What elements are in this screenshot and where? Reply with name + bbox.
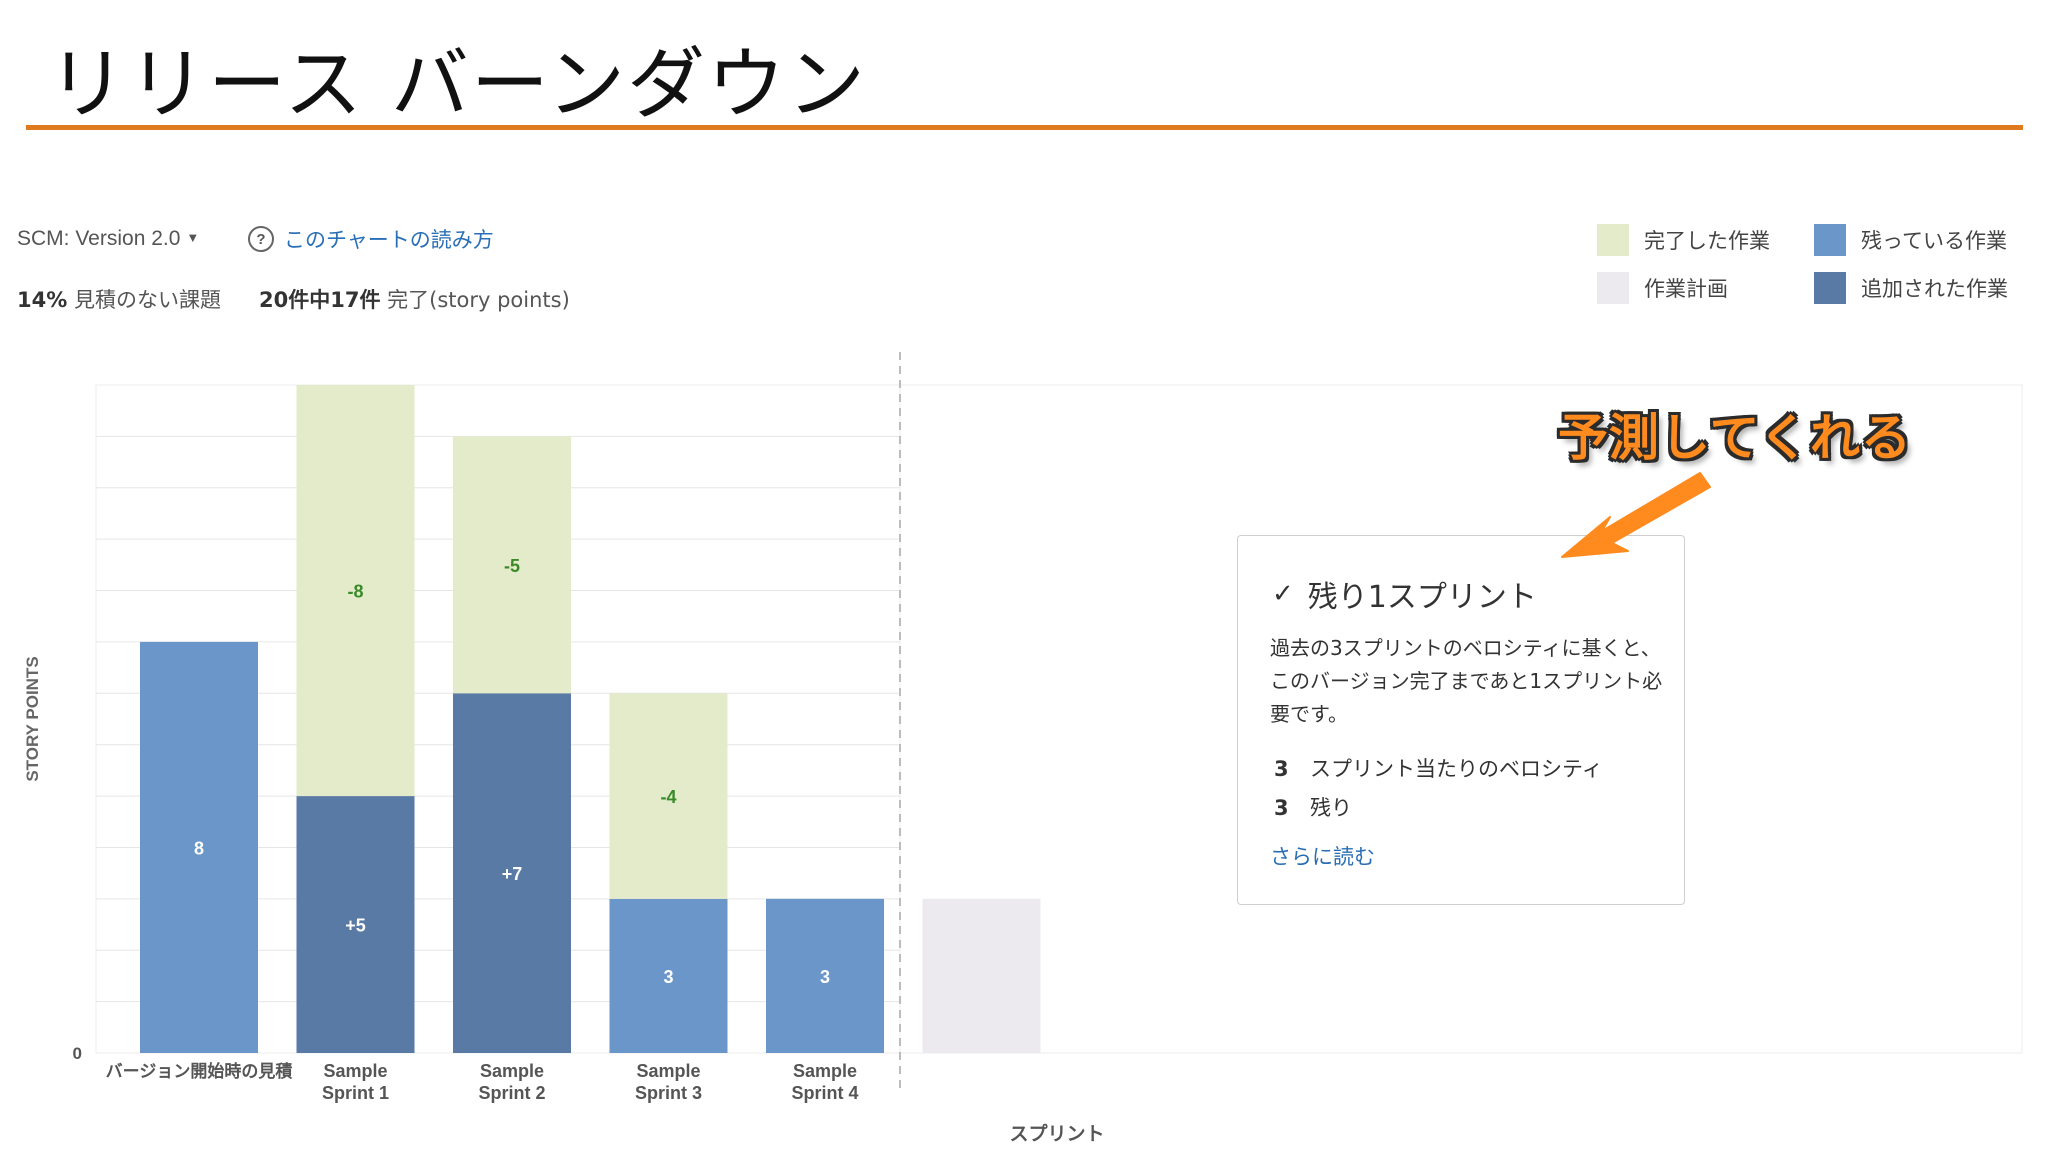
- unestimated-label: 見積のない課題: [73, 288, 221, 312]
- help-icon: ?: [248, 226, 274, 252]
- legend-swatch-completed: [1597, 224, 1629, 256]
- forecast-description: 過去の3スプリントのベロシティに基くと、このバージョン完了まであと1スプリント必…: [1270, 636, 1663, 726]
- velocity-label: スプリント当たりのベロシティ: [1310, 757, 1603, 781]
- legend-swatch-remaining: [1814, 224, 1846, 256]
- version-dropdown[interactable]: SCM: Version 2.0 ▼: [17, 227, 199, 251]
- legend-label-completed: 完了した作業: [1644, 229, 1770, 253]
- burndown-chart: 0 STORY POINTS スプリント 8 バージョン開始時の見積 +5 -8 Sample…: [0, 340, 2048, 1156]
- x-tick-label: Sample: [323, 1061, 387, 1081]
- forecast-panel: ✓ 残り1スプリント 過去の3スプリントのベロシティに基くと、このバージョン完了…: [1237, 535, 1685, 905]
- legend-remaining: 残っている作業: [1814, 224, 2007, 256]
- bar-added: [453, 693, 571, 1053]
- bar-completed: [609, 693, 728, 899]
- forecast-title-text: 残り1スプリント: [1307, 580, 1537, 615]
- y-axis-label: STORY POINTS: [23, 656, 42, 781]
- bar-completed: [453, 436, 571, 694]
- burndown-chart-svg: 0 STORY POINTS スプリント 8 バージョン開始時の見積 +5 -8 Sample…: [23, 352, 2023, 1145]
- bar-remaining: [609, 898, 728, 1053]
- x-tick-label: Sprint 2: [478, 1083, 545, 1103]
- legend-label-added: 追加された作業: [1861, 277, 2008, 301]
- bar-remaining: [766, 898, 884, 1053]
- data-label: +5: [345, 916, 366, 936]
- forecast-title: ✓ 残り1スプリント: [1272, 572, 1537, 616]
- chevron-down-icon: ▼: [186, 230, 200, 245]
- velocity-value: 3: [1274, 757, 1289, 781]
- data-label: -5: [504, 556, 520, 576]
- read-more-link[interactable]: さらに読む: [1270, 845, 1375, 869]
- y-tick-label: 0: [73, 1044, 82, 1063]
- completed-label: 完了(story points): [387, 288, 570, 312]
- chart-help-label: このチャートの読み方: [284, 228, 494, 252]
- slide-title: リリース バーンダウン: [48, 40, 867, 130]
- data-label: 3: [820, 967, 830, 987]
- completed-stat: 20件中17件 完了(story points): [259, 284, 570, 314]
- check-icon: ✓: [1272, 579, 1294, 609]
- bar-completed: [296, 385, 415, 797]
- data-label: +7: [502, 864, 523, 884]
- bar-planned: [922, 898, 1041, 1053]
- bar-remaining: [140, 641, 258, 1053]
- unestimated-pct: 14%: [17, 288, 68, 312]
- remaining-stat: 3 残り: [1274, 792, 1352, 822]
- x-tick-label: Sample: [793, 1061, 857, 1081]
- bar-added: [296, 796, 415, 1053]
- completed-count: 20件中17件: [259, 288, 381, 312]
- chart-help-link[interactable]: ? このチャートの読み方: [248, 224, 494, 254]
- x-axis-label: スプリント: [1009, 1122, 1104, 1145]
- legend-completed: 完了した作業: [1597, 224, 1770, 256]
- x-tick-label: Sprint 3: [635, 1083, 702, 1103]
- legend-label-planned: 作業計画: [1644, 277, 1728, 301]
- legend-swatch-added: [1814, 272, 1846, 304]
- legend-swatch-planned: [1597, 272, 1629, 304]
- x-tick-label: Sprint 4: [791, 1083, 858, 1103]
- legend-label-remaining: 残っている作業: [1861, 229, 2007, 253]
- legend-added: 追加された作業: [1814, 272, 2008, 304]
- velocity-stat: 3 スプリント当たりのベロシティ: [1274, 753, 1603, 783]
- x-tick-label: バージョン開始時の見積: [106, 1061, 294, 1081]
- data-label: 3: [663, 967, 673, 987]
- remaining-value: 3: [1274, 796, 1289, 820]
- callout-arrow-icon: [1561, 472, 1711, 558]
- x-tick-label: Sprint 1: [322, 1083, 389, 1103]
- data-label: 8: [194, 838, 204, 858]
- x-tick-label: Sample: [480, 1061, 544, 1081]
- data-label: -8: [347, 582, 363, 602]
- unestimated-stat: 14% 見積のない課題: [17, 284, 221, 314]
- x-tick-label: Sample: [636, 1061, 700, 1081]
- remaining-label: 残り: [1310, 796, 1352, 820]
- title-divider: [26, 125, 2023, 130]
- callout-text: 予測してくれる: [1558, 409, 1912, 467]
- legend-planned: 作業計画: [1597, 272, 1728, 304]
- data-label: -4: [660, 787, 676, 807]
- version-label: SCM: Version 2.0: [17, 227, 181, 250]
